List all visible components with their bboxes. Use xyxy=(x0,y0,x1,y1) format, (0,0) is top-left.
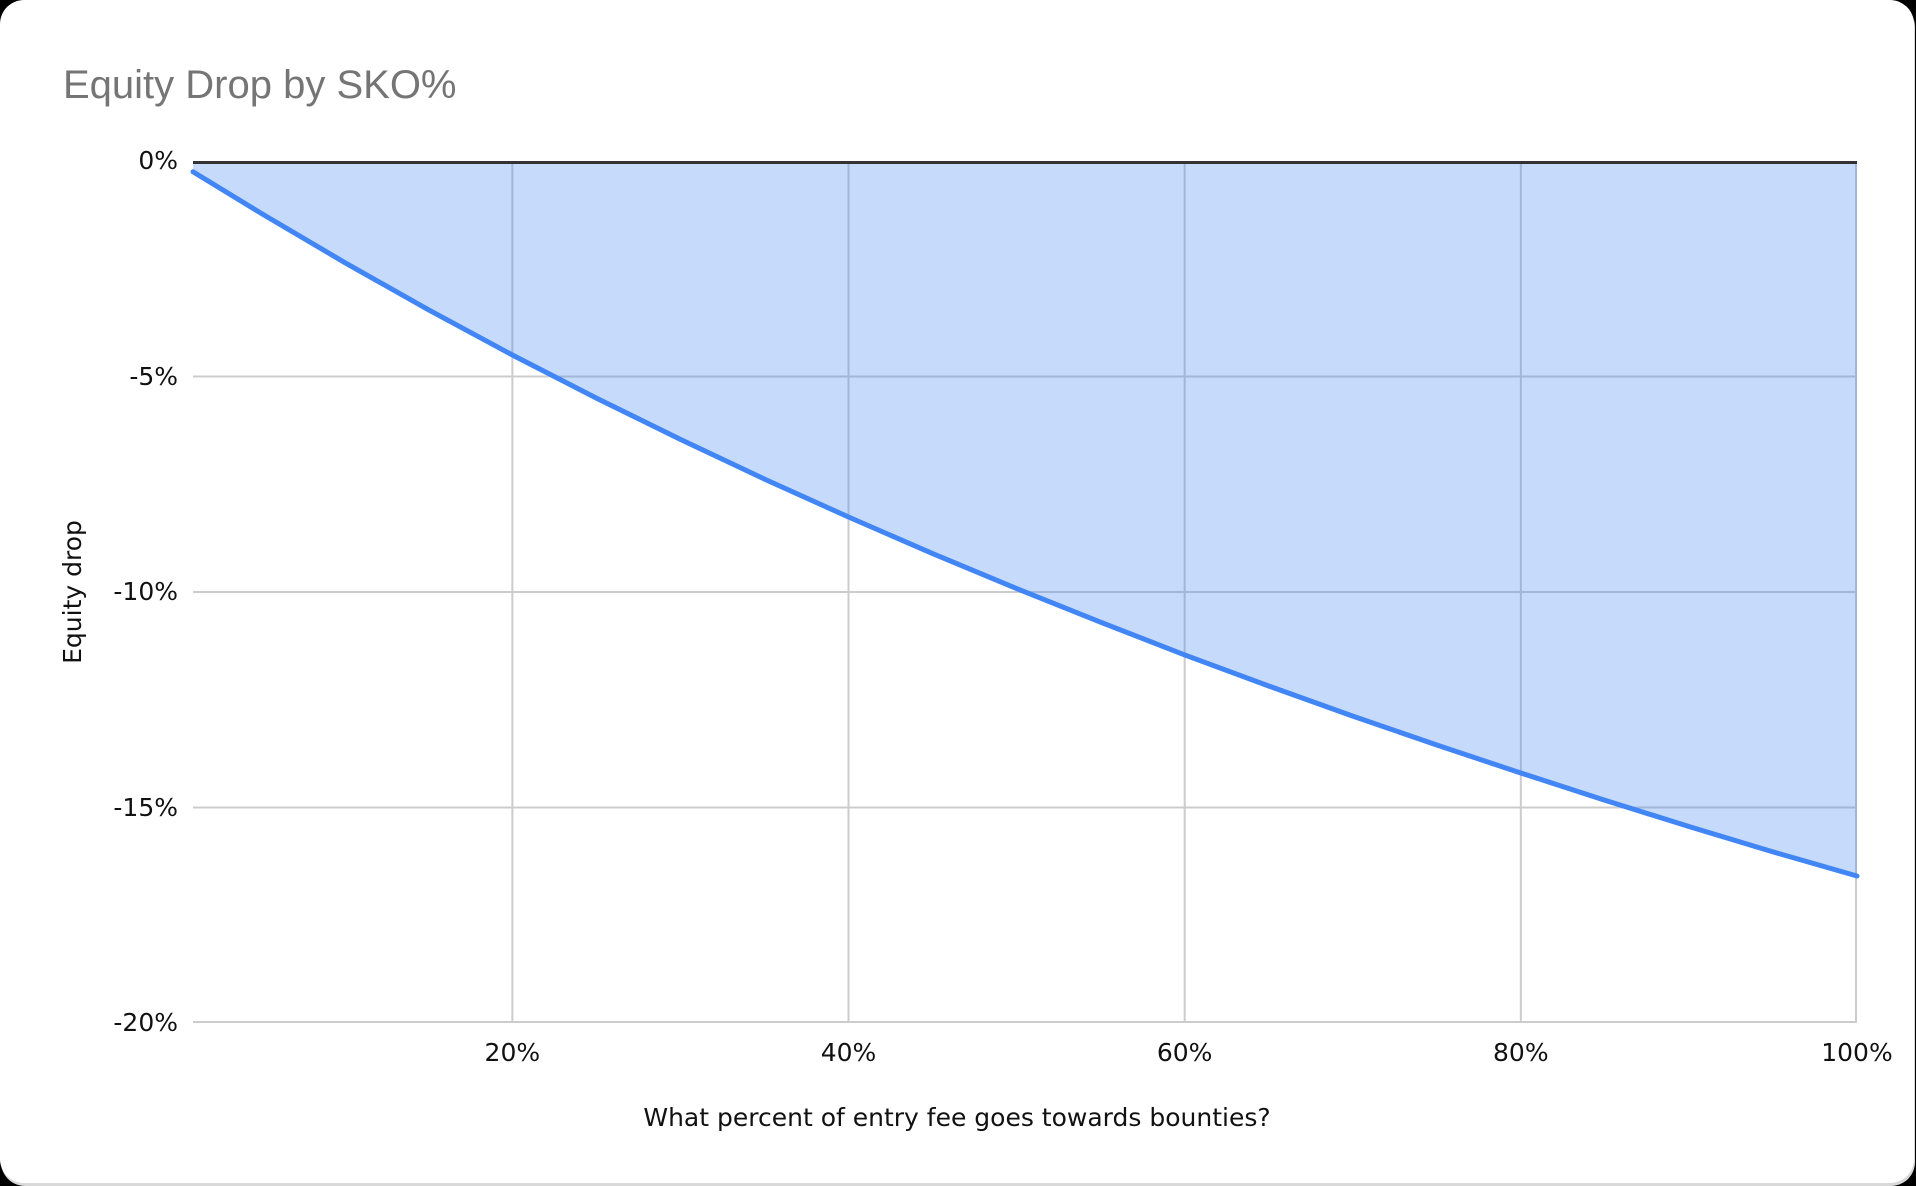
plot-area xyxy=(190,161,1860,1023)
y-tick-label: -10% xyxy=(113,577,178,606)
x-tick-label: 100% xyxy=(1821,1038,1893,1067)
y-axis-title: Equity drop xyxy=(58,520,87,664)
x-axis-title: What percent of entry fee goes towards b… xyxy=(643,1103,1271,1132)
x-tick-label: 20% xyxy=(484,1038,541,1067)
chart-title: Equity Drop by SKO% xyxy=(63,63,457,107)
series-area-fill xyxy=(193,161,1857,876)
y-tick-label: -15% xyxy=(113,792,178,822)
x-tick-label: 40% xyxy=(820,1038,877,1067)
y-tick-label: -20% xyxy=(113,1008,178,1037)
series-line xyxy=(190,169,1860,879)
y-tick-label: -5% xyxy=(129,361,178,391)
x-tick-label: 80% xyxy=(1493,1038,1549,1067)
area-chart-svg xyxy=(190,161,1860,1023)
y-tick-label: 0% xyxy=(138,146,178,175)
x-tick-label: 60% xyxy=(1156,1038,1213,1067)
